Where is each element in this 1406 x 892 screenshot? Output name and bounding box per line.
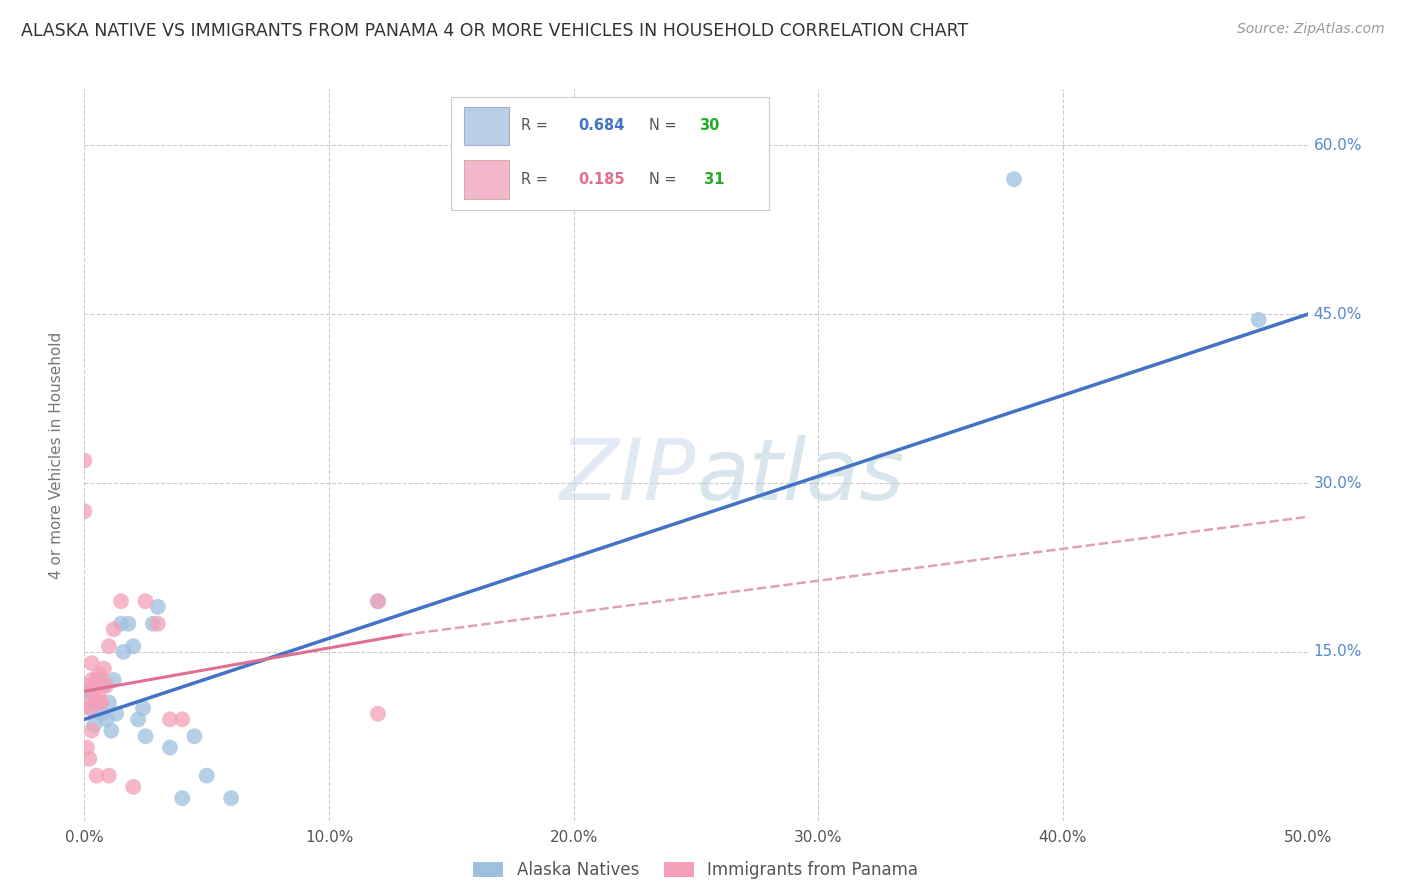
Point <box>122 639 145 653</box>
Point <box>80 701 103 715</box>
Text: 15.0%: 15.0% <box>1313 644 1362 659</box>
Point <box>219 791 242 805</box>
Point <box>112 645 135 659</box>
Text: Source: ZipAtlas.com: Source: ZipAtlas.com <box>1237 22 1385 37</box>
Text: atlas: atlas <box>696 435 904 518</box>
Legend: Alaska Natives, Immigrants from Panama: Alaska Natives, Immigrants from Panama <box>467 855 925 886</box>
Point <box>103 673 125 687</box>
Point <box>159 740 181 755</box>
Point <box>73 504 96 518</box>
Point <box>90 696 112 710</box>
Point <box>87 667 110 681</box>
Point <box>90 673 112 687</box>
Point <box>135 594 157 608</box>
Point <box>77 679 100 693</box>
Point <box>86 769 108 783</box>
Point <box>87 696 110 710</box>
Point <box>86 696 108 710</box>
Point <box>367 706 389 721</box>
Y-axis label: 4 or more Vehicles in Household: 4 or more Vehicles in Household <box>49 331 63 579</box>
Text: 60.0%: 60.0% <box>1313 138 1362 153</box>
Point <box>77 684 100 698</box>
Point <box>1247 313 1270 327</box>
Point <box>127 712 149 726</box>
Point <box>142 616 165 631</box>
Point <box>83 718 105 732</box>
Point <box>105 706 128 721</box>
Point <box>117 616 139 631</box>
Point <box>93 679 115 693</box>
Point <box>77 752 100 766</box>
Point <box>80 723 103 738</box>
Point <box>86 673 108 687</box>
Point <box>80 656 103 670</box>
Point <box>90 706 112 721</box>
Point <box>195 769 218 783</box>
Point <box>76 696 98 710</box>
Point <box>183 729 205 743</box>
Point <box>146 599 169 614</box>
Point <box>367 594 389 608</box>
Point <box>135 729 157 743</box>
Point <box>132 701 155 715</box>
Point <box>100 723 122 738</box>
Point <box>97 639 120 653</box>
Point <box>172 712 194 726</box>
Point <box>97 696 120 710</box>
Point <box>80 673 103 687</box>
Point <box>76 740 98 755</box>
Point <box>1002 172 1025 186</box>
Point <box>367 594 389 608</box>
Point <box>103 623 125 637</box>
Point <box>87 690 110 704</box>
Point <box>122 780 145 794</box>
Point <box>146 616 169 631</box>
Point <box>110 616 132 631</box>
Point <box>77 701 100 715</box>
Point <box>97 769 120 783</box>
Point <box>73 453 96 467</box>
Point <box>93 662 115 676</box>
Point <box>172 791 194 805</box>
Text: ALASKA NATIVE VS IMMIGRANTS FROM PANAMA 4 OR MORE VEHICLES IN HOUSEHOLD CORRELAT: ALASKA NATIVE VS IMMIGRANTS FROM PANAMA … <box>21 22 969 40</box>
Point <box>96 679 118 693</box>
Point <box>76 684 98 698</box>
Point <box>159 712 181 726</box>
Point <box>86 679 108 693</box>
Text: ZIP: ZIP <box>560 435 696 518</box>
Point <box>96 712 118 726</box>
Point <box>110 594 132 608</box>
Text: 30.0%: 30.0% <box>1313 475 1362 491</box>
Point <box>83 684 105 698</box>
Text: 45.0%: 45.0% <box>1313 307 1362 322</box>
